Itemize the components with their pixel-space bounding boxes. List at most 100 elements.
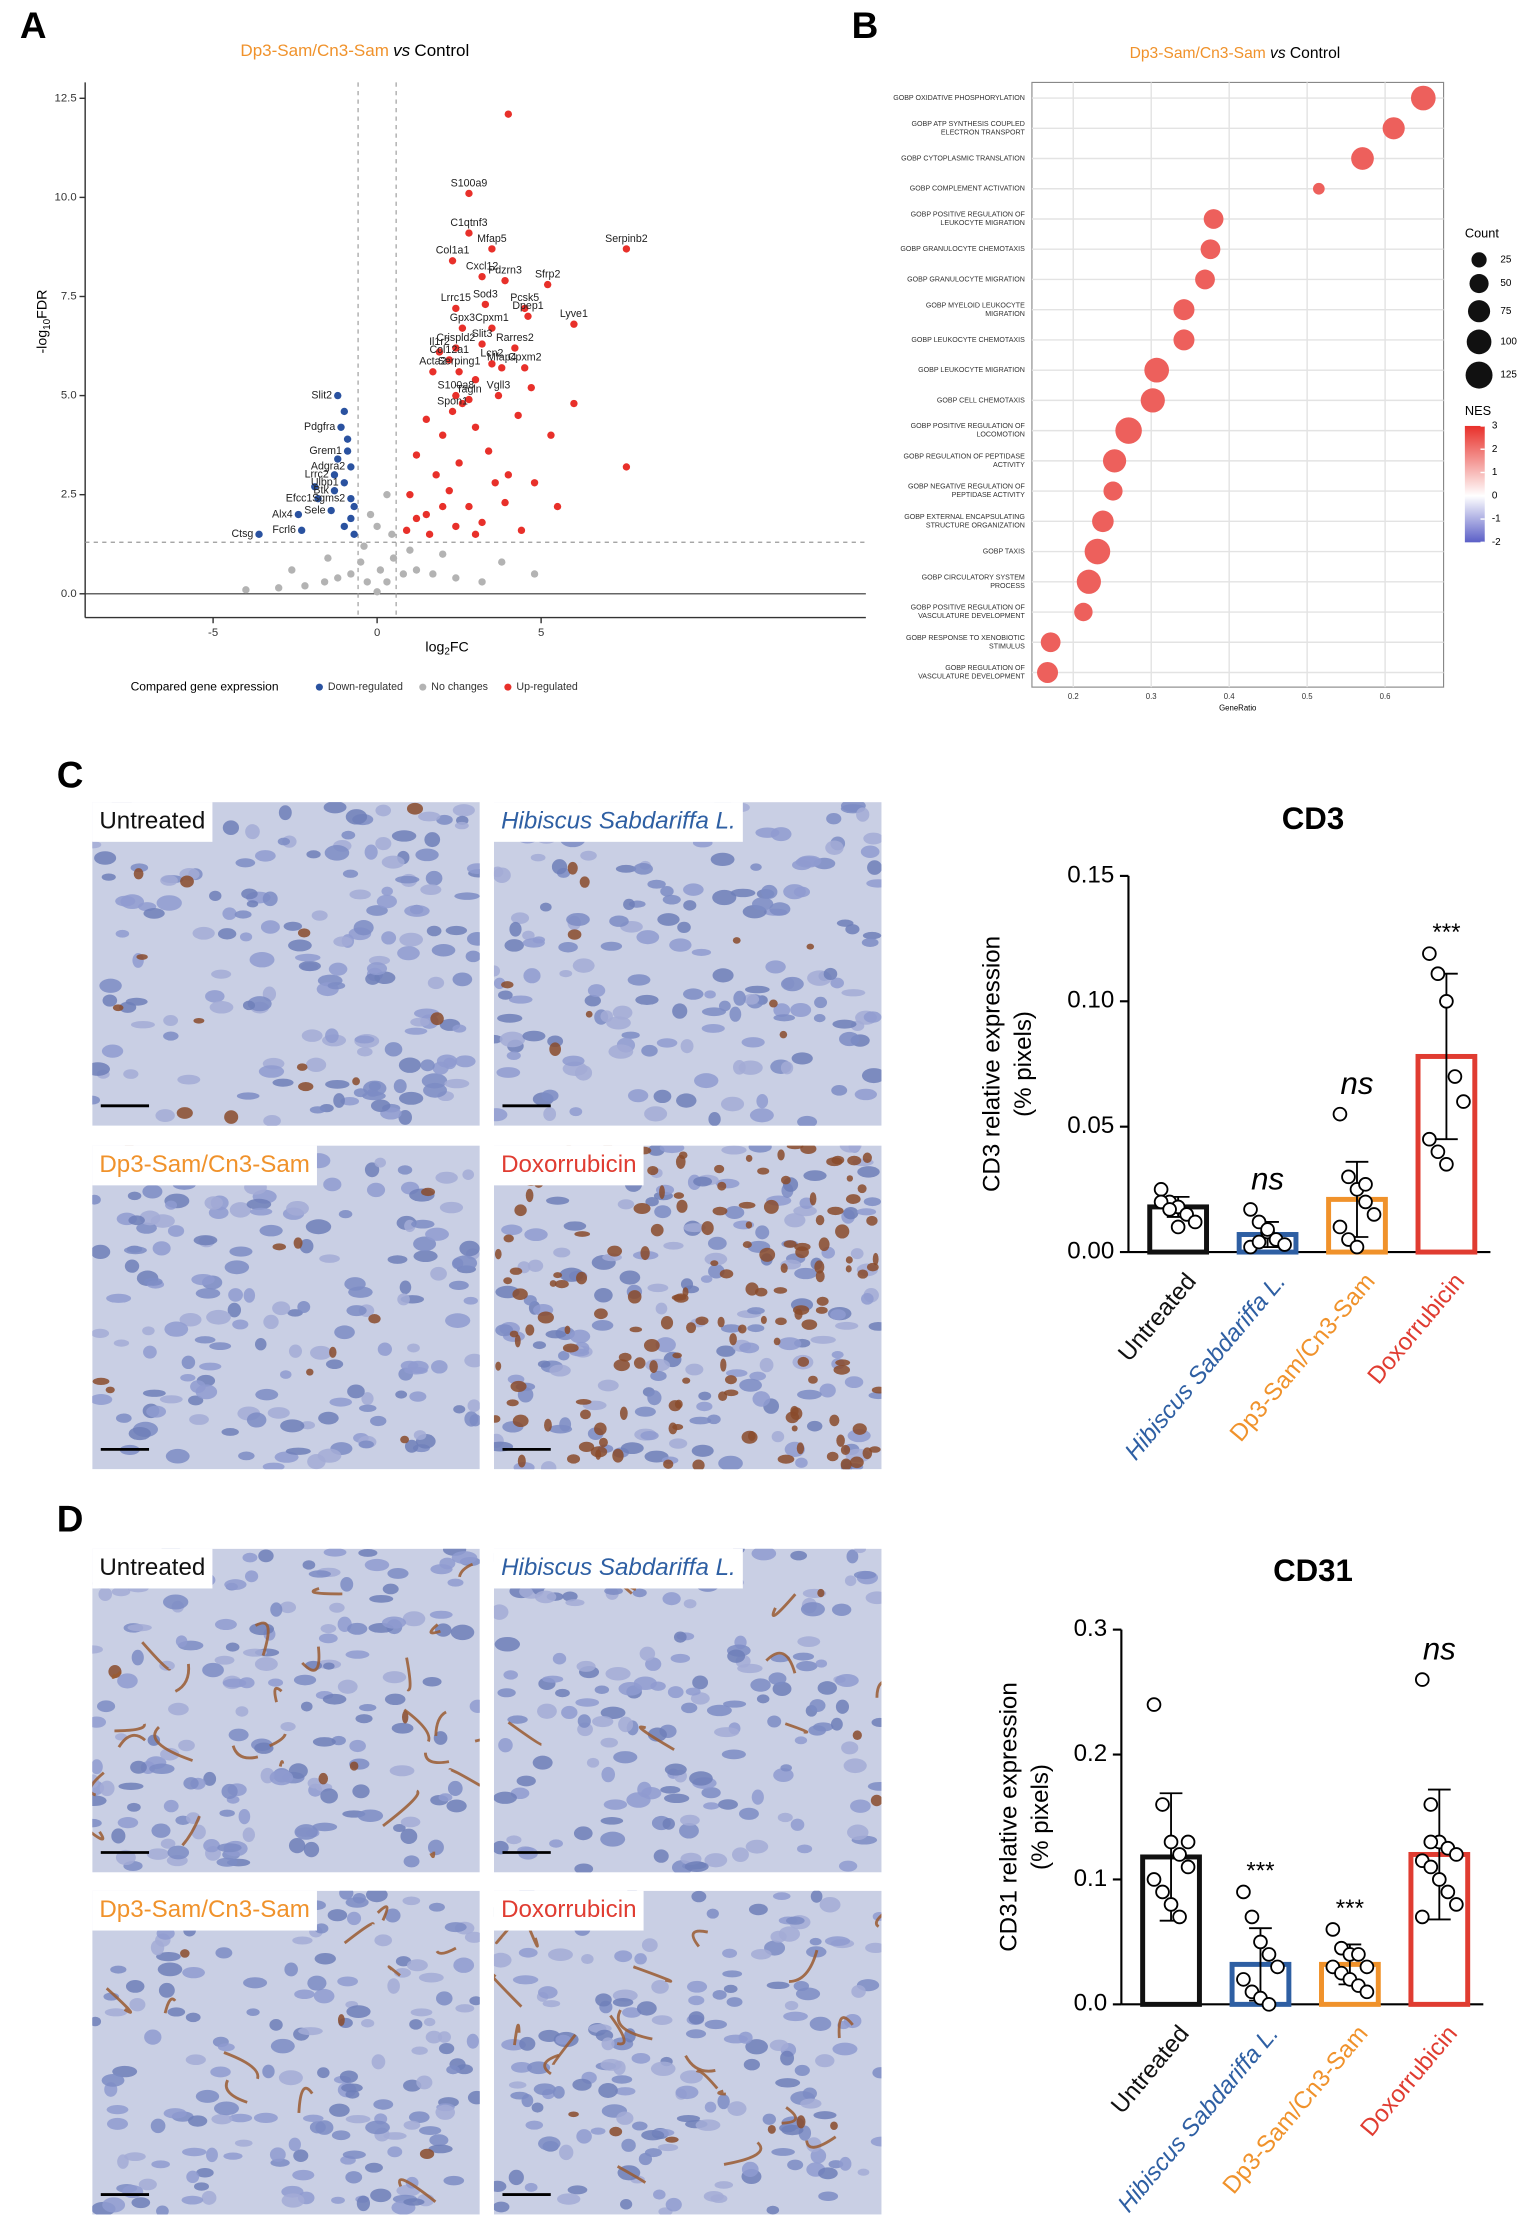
y-tick-label: GOBP POSITIVE REGULATION OF: [911, 604, 1026, 612]
point: [455, 368, 463, 376]
nucleus: [398, 1091, 424, 1105]
stain: [643, 1338, 660, 1352]
nucleus: [142, 1389, 166, 1397]
point: [471, 376, 480, 384]
stain: [272, 1243, 286, 1251]
y-tick-label: GOBP RESPONSE TO XENOBIOTIC: [906, 634, 1025, 642]
size-legend-dot: [1471, 252, 1487, 268]
gene-label: Pcsk5: [510, 292, 539, 304]
gene-label: Rarres2: [496, 332, 534, 344]
nucleus: [707, 1236, 727, 1250]
nucleus: [512, 1975, 539, 1985]
nucleus: [427, 1839, 444, 1856]
stain: [779, 1030, 788, 1039]
stain: [718, 1391, 728, 1402]
stain: [777, 1454, 795, 1464]
nucleus: [636, 930, 660, 945]
nucleus: [847, 1824, 869, 1841]
nucleus: [183, 1777, 199, 1790]
nucleus: [525, 2120, 544, 2130]
stain: [506, 1399, 519, 1407]
nucleus: [244, 1570, 259, 1583]
data-point: [1261, 1997, 1277, 2012]
nucleus: [421, 1073, 448, 1089]
data-point: [1251, 1234, 1267, 1250]
nucleus: [573, 1826, 593, 1841]
nucleus: [163, 1015, 179, 1027]
stain: [514, 1334, 521, 1348]
nucleus: [298, 960, 321, 972]
gene-label: Lyve1: [560, 308, 588, 320]
stain: [633, 1202, 651, 1214]
stain: [517, 1454, 526, 1468]
nucleus: [552, 2086, 565, 2099]
nucleus: [123, 1246, 147, 1255]
nucleus: [306, 850, 321, 859]
y-tick-label: 10.0: [55, 191, 77, 203]
nucleus: [92, 1244, 111, 1260]
nucleus: [347, 1384, 365, 1399]
nucleus: [868, 1321, 882, 1331]
nucleus: [641, 1044, 658, 1057]
nucleus: [221, 1428, 239, 1436]
stain: [783, 1240, 797, 1248]
nucleus: [761, 884, 778, 899]
y-tick-label: 0.05: [1067, 1112, 1114, 1139]
data-point: [1155, 1884, 1170, 1900]
nucleus: [509, 921, 522, 937]
nucleus: [691, 948, 712, 956]
legend-swatch: [419, 683, 427, 691]
data-point: [1153, 1182, 1169, 1197]
nucleus: [263, 1314, 279, 1330]
nucleus: [650, 2061, 676, 2077]
nucleus: [688, 2011, 705, 2025]
nucleus: [444, 1078, 470, 1089]
nucleus: [431, 944, 456, 957]
chart-title: Dp3-Sam/Cn3-Sam vs Control: [240, 41, 469, 60]
vessel: [507, 1721, 542, 1746]
gene-label: Sfrp2: [535, 268, 560, 280]
nucleus: [424, 832, 441, 848]
point: [383, 578, 391, 586]
nucleus: [814, 996, 828, 1009]
data-point: [1244, 1909, 1260, 1925]
nucleus: [162, 1594, 189, 1610]
nucleus: [143, 908, 165, 919]
nucleus: [324, 845, 350, 861]
gene-label: Alx4: [272, 508, 293, 520]
vessel: [543, 2053, 560, 2076]
nucleus: [439, 1557, 456, 1570]
nucleus: [376, 894, 397, 909]
point: [314, 494, 322, 503]
y-tick-label: GOBP GRANULOCYTE CHEMOTAXIS: [900, 245, 1025, 253]
data-point: [1439, 1156, 1454, 1172]
nucleus: [695, 2119, 721, 2131]
nucleus: [692, 1675, 709, 1690]
nucleus: [662, 1592, 681, 1606]
stain: [553, 1272, 563, 1279]
nucleus: [795, 1457, 808, 1468]
point: [363, 578, 371, 586]
nucleus: [843, 1206, 859, 1220]
nucleus: [498, 990, 513, 1000]
micrograph: [493, 802, 882, 1126]
nucleus: [592, 1715, 614, 1728]
nucleus: [454, 1055, 476, 1068]
nucleus: [665, 2197, 682, 2212]
nucleus: [680, 1278, 694, 1290]
vessel: [788, 1949, 819, 1983]
nucleus: [673, 1631, 687, 1643]
nucleus: [510, 2091, 529, 2100]
nucleus: [803, 1170, 827, 1182]
nucleus: [850, 1248, 864, 1260]
stain: [815, 1214, 825, 1226]
vessel: [111, 1670, 122, 1679]
nucleus: [267, 1407, 290, 1419]
nucleus: [680, 2070, 703, 2084]
nucleus: [364, 2162, 383, 2173]
nucleus: [258, 1065, 285, 1078]
nucleus: [420, 1059, 435, 1072]
nucleus: [522, 1030, 546, 1042]
nucleus: [765, 960, 786, 974]
nucleus: [835, 1674, 859, 1687]
